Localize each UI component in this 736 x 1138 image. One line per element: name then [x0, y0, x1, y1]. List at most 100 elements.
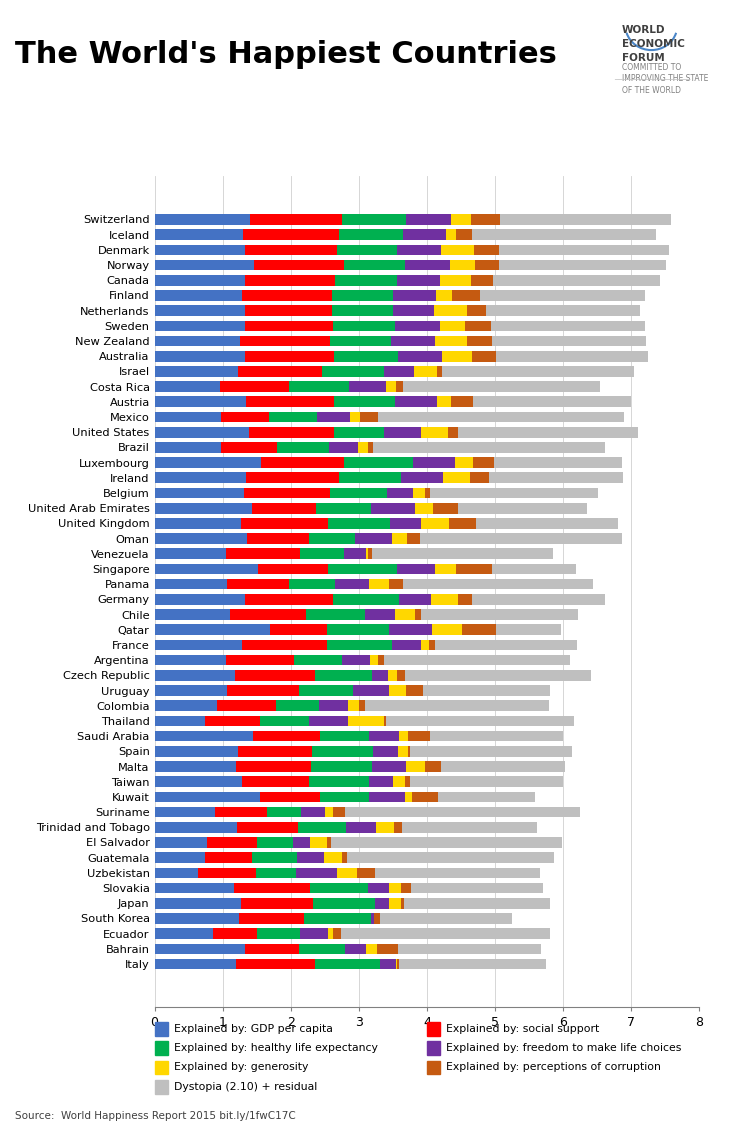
Bar: [357, 867, 375, 879]
Bar: [403, 381, 601, 391]
Bar: [155, 670, 235, 681]
Bar: [155, 275, 245, 286]
Bar: [334, 351, 398, 362]
Bar: [411, 747, 572, 757]
Bar: [358, 442, 368, 453]
Bar: [392, 336, 435, 346]
Bar: [473, 396, 631, 407]
Bar: [347, 700, 359, 711]
Bar: [372, 549, 553, 559]
Bar: [423, 685, 550, 695]
Bar: [276, 700, 319, 711]
Bar: [412, 792, 437, 802]
Bar: [401, 883, 411, 893]
Bar: [342, 654, 370, 666]
Bar: [309, 716, 348, 726]
Bar: [328, 929, 333, 939]
Bar: [300, 549, 344, 559]
Bar: [247, 534, 309, 544]
Bar: [492, 563, 576, 575]
Bar: [333, 929, 341, 939]
Bar: [415, 609, 421, 620]
Bar: [386, 381, 396, 391]
Bar: [328, 518, 390, 529]
Bar: [250, 427, 334, 437]
Bar: [406, 534, 420, 544]
Bar: [347, 852, 554, 863]
Text: WORLD
ECONOMIC
FORUM: WORLD ECONOMIC FORUM: [622, 25, 684, 63]
Bar: [300, 943, 344, 954]
Bar: [475, 518, 618, 529]
Bar: [155, 488, 244, 498]
Bar: [255, 867, 297, 879]
Bar: [360, 412, 378, 422]
Bar: [205, 716, 260, 726]
Bar: [434, 305, 467, 316]
Bar: [495, 457, 623, 468]
Bar: [325, 807, 333, 817]
Bar: [155, 366, 238, 377]
Bar: [371, 913, 374, 924]
Bar: [420, 534, 622, 544]
Bar: [348, 716, 383, 726]
Bar: [397, 563, 435, 575]
Bar: [386, 716, 574, 726]
Bar: [393, 290, 436, 300]
Bar: [311, 761, 372, 772]
Bar: [366, 549, 367, 559]
Bar: [155, 883, 234, 893]
Bar: [389, 883, 401, 893]
Bar: [386, 488, 413, 498]
Bar: [257, 838, 293, 848]
Bar: [332, 305, 393, 316]
Bar: [155, 943, 244, 954]
Bar: [294, 654, 342, 666]
Bar: [269, 412, 317, 422]
Bar: [392, 640, 422, 650]
Bar: [442, 351, 472, 362]
Bar: [309, 776, 369, 787]
Bar: [415, 503, 433, 513]
Bar: [245, 351, 334, 362]
Bar: [437, 396, 450, 407]
Bar: [205, 852, 252, 863]
Bar: [155, 716, 205, 726]
Bar: [458, 594, 473, 604]
Bar: [442, 366, 634, 377]
Bar: [405, 792, 412, 802]
Bar: [250, 214, 342, 225]
Text: Explained by: GDP per capita: Explained by: GDP per capita: [174, 1024, 333, 1033]
Bar: [455, 457, 473, 468]
Bar: [431, 488, 598, 498]
Bar: [313, 898, 375, 908]
Bar: [446, 230, 456, 240]
Bar: [401, 898, 403, 908]
Bar: [297, 852, 324, 863]
Bar: [155, 640, 241, 650]
Bar: [327, 838, 331, 848]
Bar: [155, 230, 243, 240]
Bar: [398, 351, 442, 362]
Bar: [368, 442, 373, 453]
Bar: [335, 275, 397, 286]
Bar: [421, 427, 448, 437]
Bar: [277, 442, 329, 453]
Bar: [403, 822, 537, 833]
Bar: [329, 442, 358, 453]
Bar: [155, 259, 254, 271]
Bar: [473, 594, 605, 604]
Bar: [442, 761, 565, 772]
Bar: [244, 943, 300, 954]
Bar: [333, 321, 395, 331]
Bar: [405, 776, 411, 787]
Bar: [261, 792, 319, 802]
Bar: [378, 412, 623, 422]
Bar: [370, 654, 378, 666]
Bar: [380, 913, 512, 924]
Bar: [320, 731, 369, 742]
Bar: [155, 579, 227, 589]
Bar: [236, 761, 311, 772]
Bar: [492, 336, 646, 346]
Bar: [245, 305, 332, 316]
Bar: [330, 336, 392, 346]
